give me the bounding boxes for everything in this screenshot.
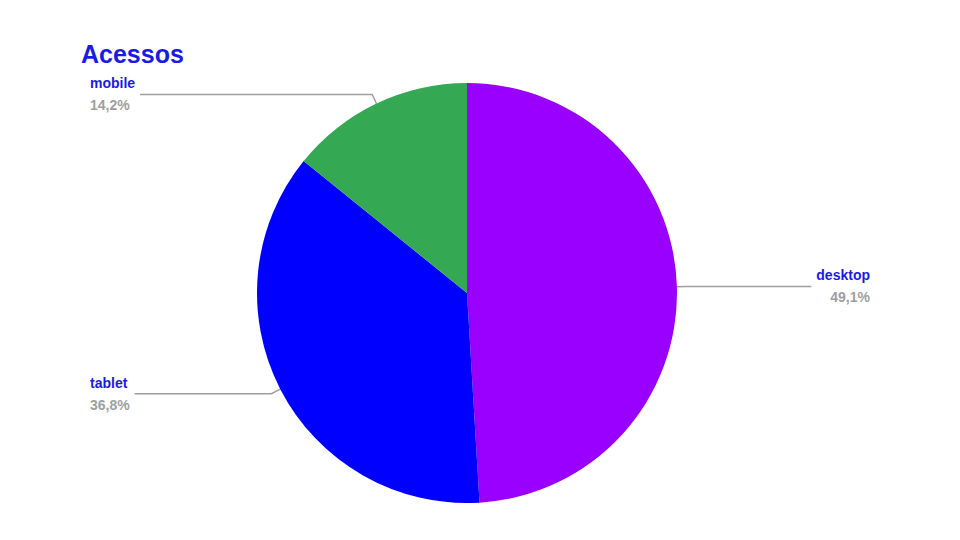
svg-text:14,2%: 14,2%: [90, 97, 130, 113]
svg-text:desktop: desktop: [816, 267, 870, 283]
svg-text:36,8%: 36,8%: [90, 397, 130, 413]
svg-text:mobile: mobile: [90, 75, 135, 91]
svg-text:49,1%: 49,1%: [830, 289, 870, 305]
svg-text:Acessos: Acessos: [81, 40, 184, 68]
svg-text:tablet: tablet: [90, 375, 128, 391]
